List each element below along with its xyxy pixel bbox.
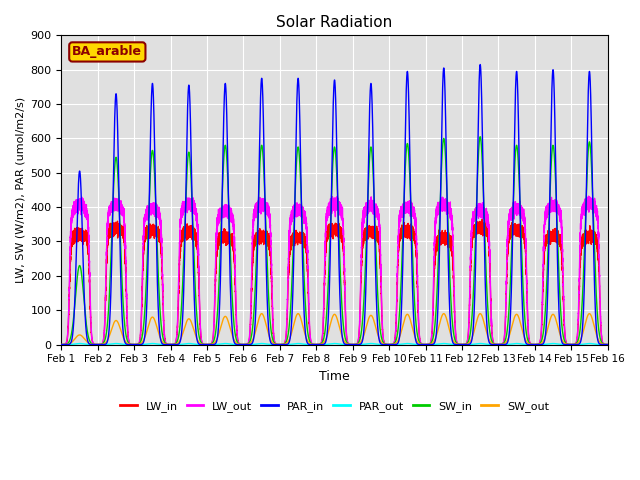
SW_out <box>468 335 476 341</box>
Line: SW_out: SW_out <box>61 313 607 345</box>
PAR_out <box>406 341 414 347</box>
PAR_out <box>76 341 83 347</box>
LW_out <box>497 342 504 348</box>
LW_in <box>406 225 414 230</box>
LW_in <box>504 240 512 245</box>
SW_out <box>406 316 414 322</box>
Line: LW_out: LW_out <box>61 196 607 345</box>
Text: BA_arable: BA_arable <box>72 46 142 59</box>
SW_in <box>468 315 476 321</box>
LW_in <box>483 228 491 234</box>
Line: PAR_out: PAR_out <box>61 344 607 345</box>
PAR_in <box>604 342 611 348</box>
SW_in <box>504 321 512 327</box>
SW_out <box>497 342 504 348</box>
PAR_in <box>406 167 414 172</box>
SW_in <box>483 286 491 291</box>
LW_out <box>58 342 65 348</box>
PAR_out <box>497 342 504 348</box>
SW_out <box>86 341 94 347</box>
LW_out <box>483 213 491 219</box>
Line: PAR_in: PAR_in <box>61 64 607 345</box>
LW_in <box>497 342 504 348</box>
LW_in <box>478 216 486 222</box>
PAR_out <box>604 342 611 348</box>
SW_in <box>86 338 94 344</box>
SW_out <box>483 330 491 336</box>
Title: Solar Radiation: Solar Radiation <box>276 15 392 30</box>
PAR_in <box>476 61 484 67</box>
PAR_in <box>504 338 512 344</box>
PAR_out <box>86 342 94 348</box>
SW_in <box>604 342 611 348</box>
LW_out <box>585 193 593 199</box>
Legend: LW_in, LW_out, PAR_in, PAR_out, SW_in, SW_out: LW_in, LW_out, PAR_in, PAR_out, SW_in, S… <box>116 396 553 416</box>
PAR_in <box>468 336 476 342</box>
PAR_out <box>468 341 476 347</box>
Line: LW_in: LW_in <box>61 219 607 345</box>
SW_in <box>58 342 65 348</box>
SW_in <box>476 134 484 140</box>
PAR_in <box>58 342 65 348</box>
PAR_out <box>58 342 65 348</box>
SW_out <box>604 342 611 348</box>
SW_out <box>504 336 512 342</box>
PAR_in <box>86 341 94 347</box>
SW_in <box>497 342 504 348</box>
PAR_out <box>483 341 491 347</box>
LW_out <box>504 228 512 234</box>
LW_in <box>86 295 94 300</box>
X-axis label: Time: Time <box>319 370 350 383</box>
PAR_in <box>497 342 504 348</box>
LW_out <box>468 226 476 231</box>
LW_out <box>86 281 94 287</box>
LW_in <box>468 236 476 242</box>
LW_out <box>604 342 611 348</box>
LW_in <box>58 342 65 348</box>
SW_out <box>586 311 593 316</box>
PAR_in <box>483 320 491 326</box>
Y-axis label: LW, SW (W/m2), PAR (umol/m2/s): LW, SW (W/m2), PAR (umol/m2/s) <box>15 97 25 283</box>
LW_in <box>604 342 611 348</box>
LW_out <box>406 202 414 207</box>
SW_out <box>58 342 65 348</box>
Line: SW_in: SW_in <box>61 137 607 345</box>
PAR_out <box>504 342 512 348</box>
SW_in <box>406 181 414 187</box>
